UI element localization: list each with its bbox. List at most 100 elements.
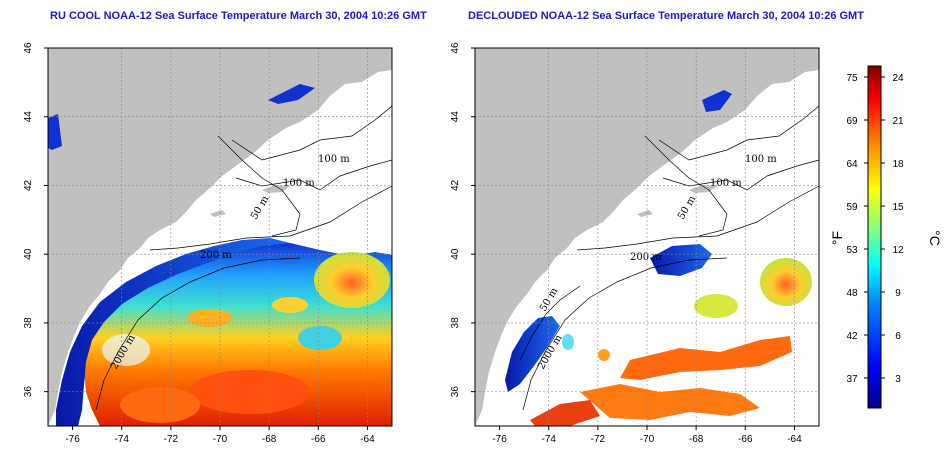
lat-tick-label: 38 (23, 317, 34, 329)
lon-tick-label: -70 (640, 434, 655, 445)
lon-tick-label: -66 (311, 434, 326, 445)
warm-core-eddy (760, 258, 812, 306)
lat-tick-label: 46 (450, 42, 461, 54)
sst-warm-patch (188, 309, 232, 327)
contour-label: 100 m (745, 154, 777, 165)
lon-tick-label: -64 (360, 434, 375, 445)
sst-hot-patch (580, 384, 760, 420)
contour-100m (662, 159, 819, 191)
sst-hot-patch (120, 387, 200, 423)
contour-label: 100 m (283, 178, 315, 189)
colorbar-f-tick-label: 53 (846, 245, 858, 256)
axis-ticks: -76 -74 -72 -70 -68 -66 -64 46 44 42 40 38 36 (450, 42, 802, 445)
axis-ticks: -76 -74 -72 -70 -68 -66 -64 46 44 42 40 38 36 (23, 42, 375, 445)
lat-tick-label: 44 (450, 111, 461, 123)
colorbar-f-tick-label: 64 (846, 159, 858, 170)
colorbar-c-tick-label: 9 (895, 288, 901, 299)
lon-tick-label: -74 (114, 434, 129, 445)
island (210, 210, 226, 217)
bathymetry-contours (519, 105, 819, 411)
sst-hot-patch (620, 336, 792, 380)
sst-nearshore-cold (268, 84, 315, 104)
colorbar-f-tick-label: 75 (846, 73, 858, 84)
panel-right-map: 100 m 100 m 50 m 200 m 50 m 2000 m -76 -7… (450, 42, 820, 445)
land-mass (475, 48, 819, 426)
lat-tick-label: 36 (450, 386, 461, 398)
sst-nearshore-cold (702, 90, 732, 112)
colorbar-c-tick-label: 18 (892, 159, 904, 170)
colorbar-c-tick-label: 6 (895, 331, 901, 342)
colorbar-f-tick-label: 37 (846, 374, 858, 385)
sst-warm-patch (598, 349, 610, 361)
lat-tick-label: 40 (23, 248, 34, 260)
lat-tick-label: 42 (450, 179, 461, 191)
contour-100m (658, 105, 819, 161)
sst-warm-patch (272, 297, 308, 313)
island (637, 210, 653, 217)
colorbar-c-tick-label: 12 (892, 245, 904, 256)
lon-tick-label: -74 (541, 434, 556, 445)
lon-tick-label: -70 (213, 434, 228, 445)
lon-tick-label: -72 (164, 434, 179, 445)
sst-hot-patch (530, 400, 600, 426)
lon-tick-label: -66 (738, 434, 753, 445)
lat-tick-label: 36 (23, 386, 34, 398)
land-mass (48, 48, 392, 426)
panel-left-title: RU COOL NOAA-12 Sea Surface Temperature … (50, 10, 427, 22)
lon-tick-label: -72 (591, 434, 606, 445)
colorbar-c-tick-label: 15 (892, 202, 904, 213)
colorbar-gradient (867, 65, 882, 409)
contour-label: 200 m (630, 252, 662, 263)
contour-label: 100 m (318, 154, 350, 165)
panel-right-title: DECLOUDED NOAA-12 Sea Surface Temperatur… (468, 10, 864, 22)
sst-cool-patch (298, 326, 342, 350)
lon-tick-label: -68 (262, 434, 277, 445)
sst-shelf-water (650, 244, 712, 276)
colorbar-f-tick-label: 59 (846, 202, 858, 213)
contour-100m (231, 105, 392, 161)
lon-tick-label: -64 (787, 434, 802, 445)
colorbar-fahrenheit-label: °F (829, 231, 845, 245)
lon-tick-label: -68 (689, 434, 704, 445)
graticule-grid (48, 48, 392, 426)
lat-tick-label: 38 (450, 317, 461, 329)
colorbar-c-tick-label: 21 (892, 116, 904, 127)
colorbar-f-tick-label: 42 (846, 331, 858, 342)
sst-cool-patch (562, 334, 574, 350)
bathymetry-contours (95, 105, 392, 411)
contour-100m (235, 159, 392, 191)
sst-shelf-water (56, 238, 290, 426)
colorbar-c-tick-label: 24 (892, 73, 904, 84)
contour-label: 100 m (710, 178, 742, 189)
colorbar-ticks: 75 69 64 59 53 48 42 37 24 21 18 15 12 9 6 3 (846, 73, 904, 385)
contour-50m (519, 285, 581, 361)
contour-2000m (522, 257, 728, 411)
contour-200m (576, 185, 819, 251)
contour-200m (149, 185, 392, 251)
colorbar-c-tick-label: 3 (895, 374, 901, 385)
colorbar: 75 69 64 59 53 48 42 37 24 21 18 15 12 9 6 3 °F °C (829, 65, 943, 409)
lat-tick-label: 44 (23, 111, 34, 123)
cloud-gap (102, 334, 150, 366)
lat-tick-label: 40 (450, 248, 461, 260)
sst-warm-field (84, 242, 392, 426)
colorbar-celsius-label: °C (927, 230, 943, 246)
warm-core-eddy (314, 252, 390, 308)
contour-label: 200 m (200, 250, 232, 261)
contour-2000m (95, 257, 301, 411)
sst-nearshore-cold (48, 114, 62, 150)
lat-tick-label: 46 (23, 42, 34, 54)
lon-tick-label: -76 (492, 434, 507, 445)
panel-left-map: 100 m 100 m 50 m 200 m 2000 m -76 -74 -72-… (23, 42, 393, 445)
contour-50m (644, 135, 728, 237)
sst-warm-patch (694, 294, 738, 318)
sst-hot-patch (190, 370, 310, 414)
colorbar-f-tick-label: 69 (846, 116, 858, 127)
lon-tick-label: -76 (65, 434, 80, 445)
graticule-grid (475, 48, 819, 426)
contour-50m (217, 135, 301, 237)
colorbar-f-tick-label: 48 (846, 288, 858, 299)
lat-tick-label: 42 (23, 179, 34, 191)
sst-shelf-water (505, 316, 560, 392)
